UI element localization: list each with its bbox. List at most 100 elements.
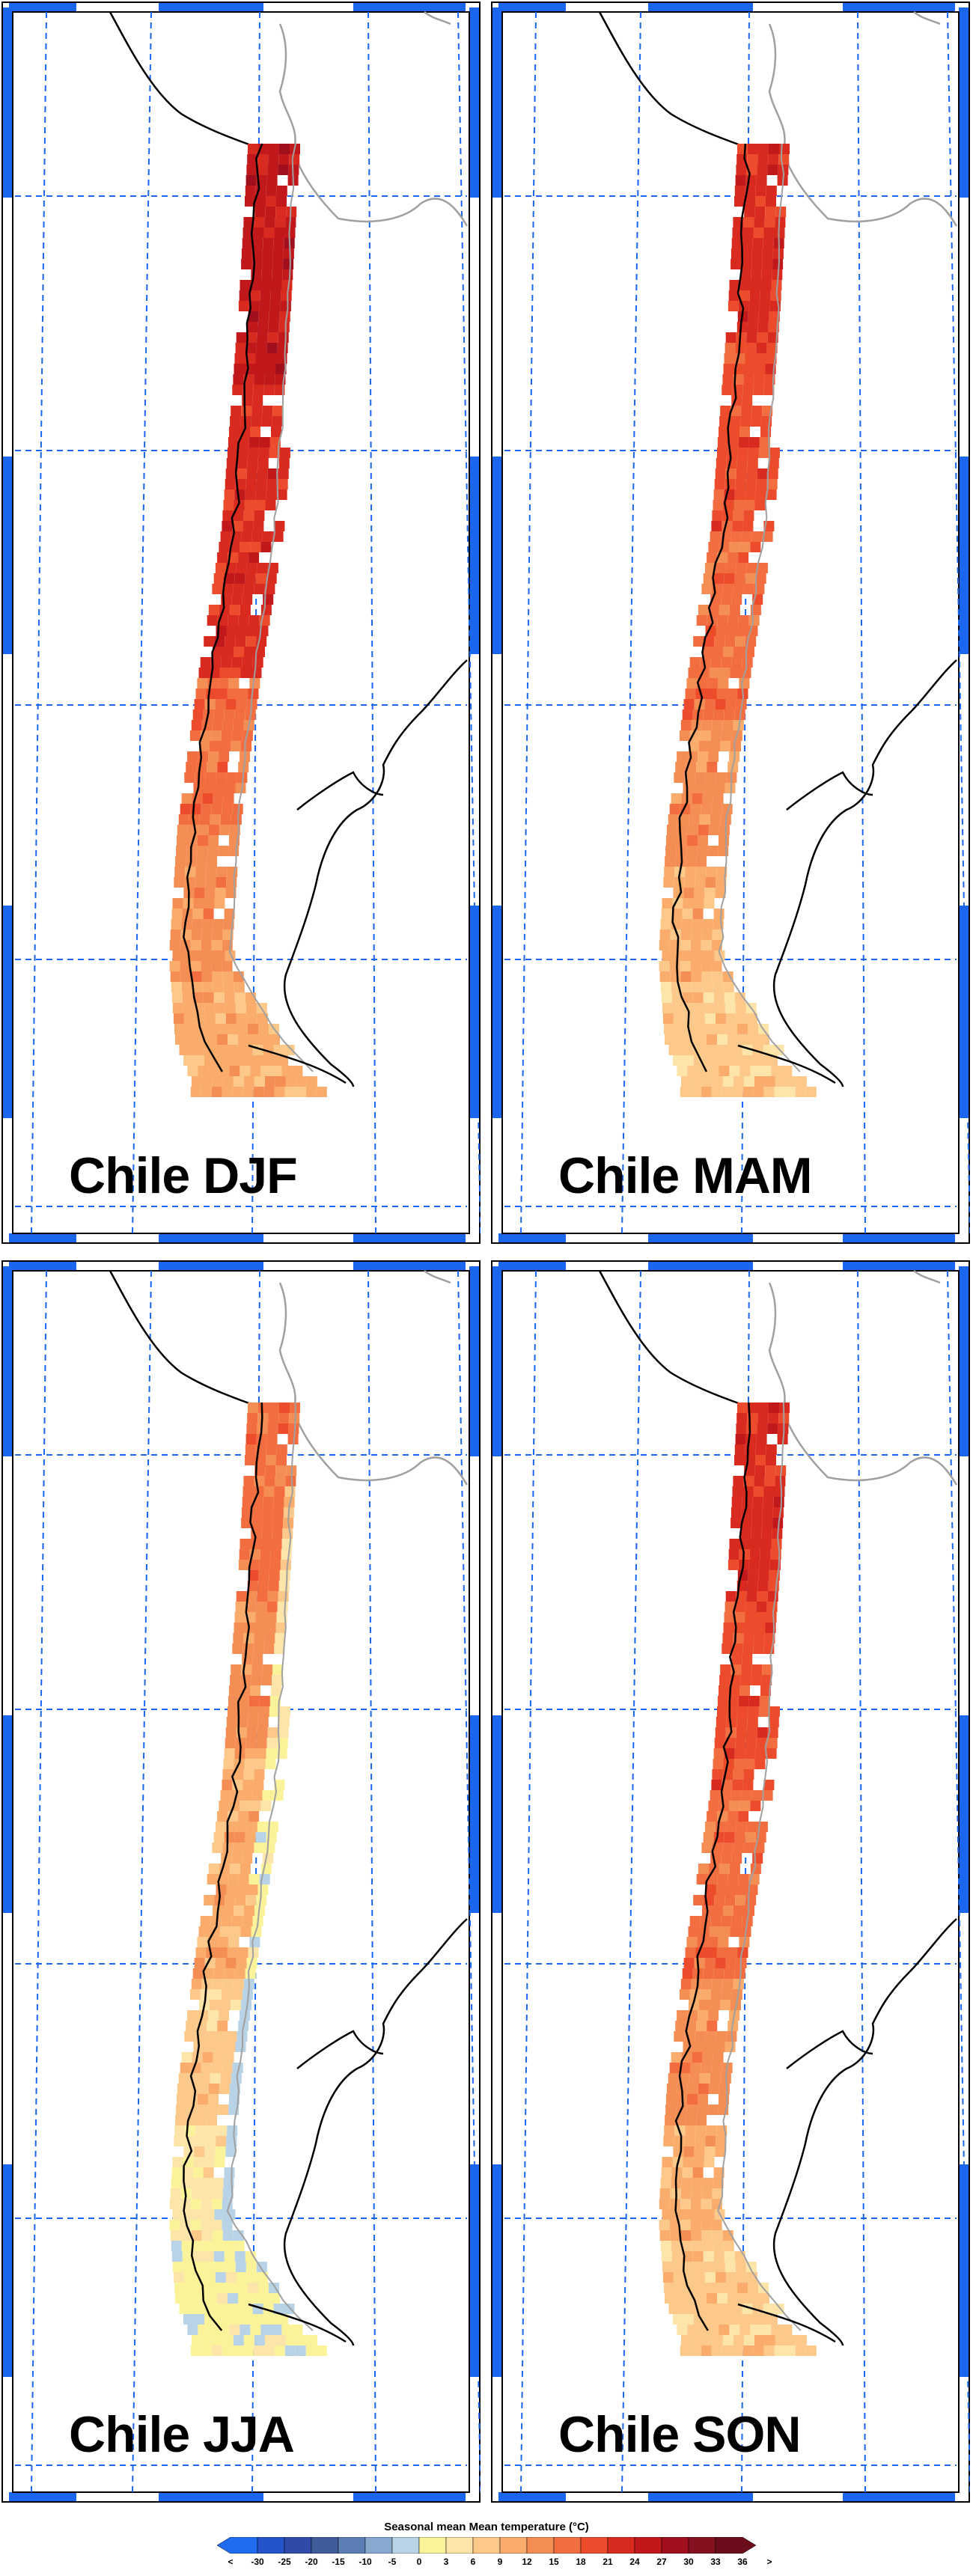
- colorbar-tick-label: 21: [603, 2557, 613, 2567]
- temperature-cell-mam: [768, 154, 779, 165]
- temperature-cell-mam: [795, 1087, 806, 1097]
- colorbar-tick-label: 6: [470, 2557, 476, 2567]
- temperature-cell-djf: [213, 992, 225, 1003]
- temperature-cell-mam: [692, 992, 704, 1003]
- temperature-cell-jja: [251, 1664, 263, 1675]
- temperature-cell-djf: [278, 322, 290, 332]
- temperature-cell-jja: [263, 1643, 275, 1654]
- temperature-cell-djf: [237, 772, 248, 783]
- temperature-cell-djf: [257, 332, 268, 343]
- temperature-cell-jja: [232, 2063, 243, 2073]
- temperature-cell-djf: [276, 186, 287, 196]
- temperature-cell-mam: [755, 186, 766, 196]
- temperature-cell-son: [717, 1696, 728, 1706]
- temperature-cell-mam: [751, 416, 762, 427]
- temperature-cell-jja: [204, 2262, 215, 2272]
- temperature-cell-mam: [674, 1024, 685, 1034]
- temperature-cell-djf: [205, 877, 216, 888]
- temperature-cell-jja: [260, 2325, 272, 2335]
- temperature-cell-son: [721, 1916, 732, 1926]
- temperature-cell-djf: [274, 228, 285, 238]
- temperature-cell-jja: [267, 2314, 278, 2325]
- temperature-cell-mam: [748, 437, 760, 448]
- temperature-cell-son: [692, 2167, 704, 2178]
- temperature-cell-son: [752, 1853, 763, 1864]
- border-bolivia-djf: [278, 11, 469, 227]
- temperature-cell-djf: [271, 280, 282, 290]
- temperature-cell-son: [669, 2220, 680, 2230]
- temperature-cell-mam: [691, 971, 702, 982]
- temperature-cell-djf: [220, 814, 231, 825]
- temperature-cell-djf: [248, 1034, 259, 1045]
- temperature-cell-djf: [245, 186, 256, 196]
- temperature-cell-djf: [224, 992, 235, 1003]
- temperature-cell-son: [751, 1790, 763, 1801]
- temperature-cell-mam: [739, 280, 751, 290]
- temperature-cell-mam: [696, 1034, 707, 1045]
- temperature-cell-djf: [281, 280, 293, 290]
- temperature-cell-jja: [243, 1780, 254, 1790]
- temperature-cell-mam: [683, 950, 694, 961]
- temperature-cell-son: [723, 1905, 733, 1916]
- temperature-cell-mam: [695, 867, 707, 877]
- temperature-cell-djf: [201, 971, 213, 982]
- temperature-cell-mam: [718, 678, 729, 689]
- temperature-cell-jja: [194, 2146, 205, 2157]
- temperature-cell-djf: [277, 343, 288, 353]
- temperature-cell-mam: [720, 741, 730, 751]
- temperature-cell-djf: [273, 238, 284, 248]
- temperature-cell-jja: [171, 2241, 182, 2251]
- temperature-cell-son: [742, 1497, 753, 1507]
- frame-bar-top-mam: [843, 3, 955, 12]
- temperature-cell-djf: [227, 689, 238, 699]
- temperature-cell-djf: [262, 259, 273, 269]
- temperature-cell-djf: [215, 1013, 226, 1024]
- temperature-cell-mam: [729, 280, 740, 290]
- map-canvas-mam: [491, 1, 970, 1244]
- temperature-cell-jja: [190, 2220, 201, 2230]
- temperature-cell-son: [738, 1696, 749, 1706]
- temperature-cell-jja: [269, 1706, 280, 1717]
- temperature-cell-son: [662, 2209, 673, 2220]
- temperature-cell-son: [687, 2094, 698, 2105]
- andes-border-son: [717, 1402, 802, 2331]
- temperature-cell-djf: [260, 290, 271, 301]
- temperature-cell-jja: [242, 1853, 253, 1864]
- temperature-cell-son: [716, 2136, 727, 2146]
- temperature-cell-mam: [719, 668, 730, 678]
- temperature-cell-mam: [672, 1003, 683, 1013]
- temperature-cell-djf: [271, 1066, 282, 1076]
- temperature-cell-djf: [189, 814, 200, 825]
- frame-bar-right-djf: [469, 457, 479, 654]
- temperature-cell-mam: [678, 814, 689, 825]
- temperature-cell-mam: [748, 1034, 759, 1045]
- temperature-cell-son: [722, 2345, 733, 2356]
- temperature-cell-jja: [245, 1444, 256, 1455]
- temperature-cell-djf: [237, 448, 248, 458]
- colorbar-swatch: [607, 2537, 635, 2554]
- temperature-cell-djf: [204, 636, 215, 647]
- temperature-cell-jja: [248, 1570, 259, 1581]
- temperature-cell-son: [701, 2230, 713, 2241]
- temperature-cell-jja: [238, 2293, 248, 2304]
- temperature-cell-djf: [284, 1045, 295, 1055]
- temperature-cell-mam: [726, 626, 737, 636]
- temperature-cell-mam: [723, 647, 733, 657]
- temperature-cell-jja: [191, 1979, 202, 1989]
- temperature-cell-mam: [692, 909, 704, 919]
- temperature-cell-jja: [181, 2241, 192, 2251]
- temperature-cell-djf: [278, 154, 290, 165]
- temperature-cell-jja: [223, 2241, 234, 2251]
- temperature-cell-son: [756, 1738, 767, 1748]
- temperature-cell-jja: [207, 2021, 218, 2031]
- temperature-cell-djf: [174, 877, 185, 888]
- temperature-cell-son: [725, 1958, 736, 1968]
- temperature-cell-son: [719, 1675, 730, 1685]
- temperature-cell-mam: [736, 1055, 746, 1066]
- temperature-cell-djf: [295, 1087, 306, 1097]
- temperature-cell-mam: [716, 1024, 727, 1034]
- temperature-cell-jja: [234, 1905, 244, 1916]
- temperature-cell-mam: [743, 374, 754, 385]
- temperature-cell-jja: [289, 1413, 300, 1423]
- temperature-cell-son: [762, 1790, 773, 1801]
